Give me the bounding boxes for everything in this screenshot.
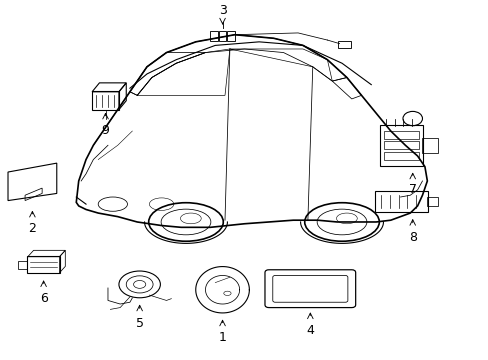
Text: 5: 5 [135,316,143,329]
Text: 1: 1 [218,331,226,344]
Text: 2: 2 [28,222,36,235]
Text: 8: 8 [408,231,416,244]
Text: 6: 6 [40,292,47,305]
Text: 7: 7 [408,183,416,196]
Text: 9: 9 [102,124,109,137]
Text: 4: 4 [306,324,314,337]
Text: 3: 3 [218,4,226,17]
